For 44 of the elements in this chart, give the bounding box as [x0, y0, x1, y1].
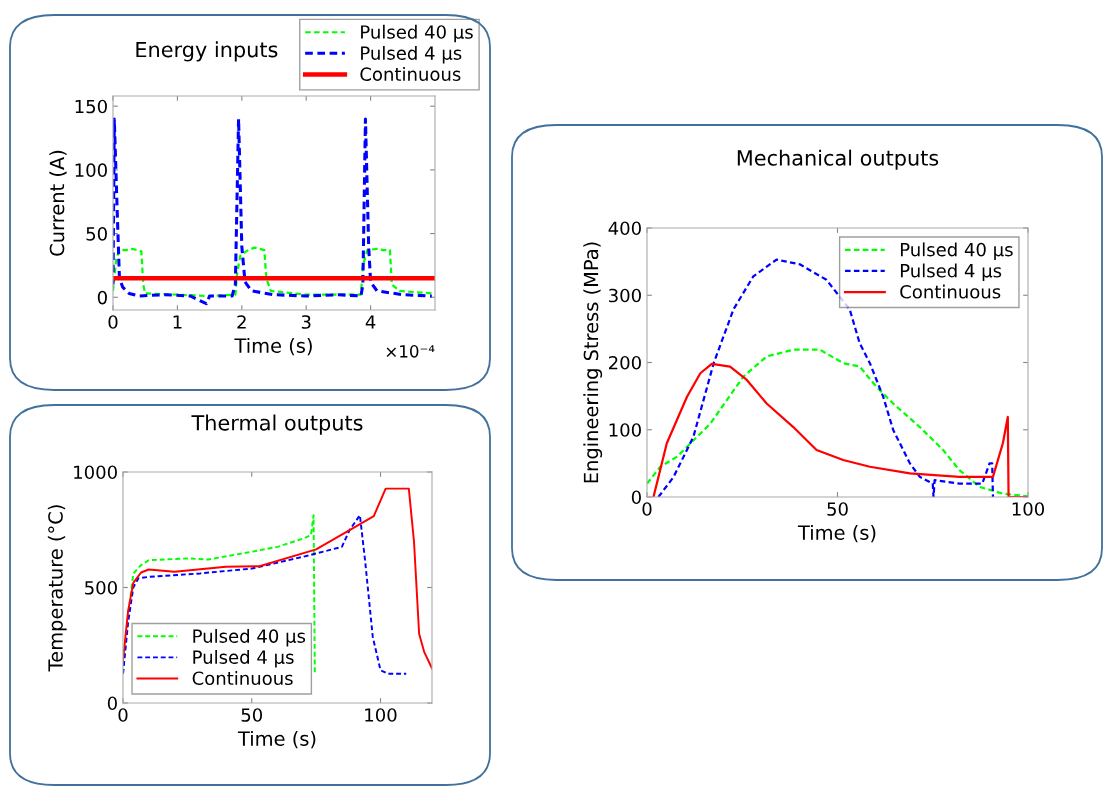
x-tick-label: 100 — [1012, 502, 1045, 516]
legend-label: Pulsed 4 μs — [900, 263, 1002, 281]
x-tick-label: 50 — [241, 708, 263, 722]
x-axis-title: Time (s) — [234, 337, 312, 356]
y-axis-title: Temperature (°C) — [47, 505, 67, 672]
legend-label: Pulsed 40 μs — [361, 24, 473, 43]
y-axis-title: Current (A) — [49, 150, 67, 256]
x-axis-title: Time (s) — [797, 524, 876, 543]
x-tick-label: 4 — [365, 315, 376, 329]
chart-title: Energy inputs — [136, 41, 278, 62]
chart-title: Thermal outputs — [191, 414, 363, 435]
x-tick-label: 3 — [301, 315, 311, 329]
line-series — [123, 487, 432, 670]
y-tick-label: 1000 — [74, 465, 117, 480]
y-tick-label: 0 — [107, 696, 117, 711]
y-tick-label: 500 — [85, 580, 117, 595]
y-tick-label: 400 — [608, 221, 641, 236]
y-tick-label: 0 — [97, 290, 107, 305]
legend-label: Continuous — [192, 671, 293, 686]
line-series — [113, 117, 434, 306]
x-tick-label: 50 — [827, 502, 848, 516]
x-tick-label: 1 — [173, 315, 182, 329]
legend-label: Pulsed 4 μs — [361, 45, 462, 64]
y-tick-label: 100 — [609, 423, 641, 437]
legend-label: Continuous — [360, 67, 461, 81]
x-tick-label: 0 — [118, 708, 128, 722]
x-axis-title: Time (s) — [237, 730, 316, 749]
y-tick-label: 50 — [86, 227, 107, 241]
legend-label: Pulsed 40 μs — [193, 628, 306, 647]
y-axis-title: Engineering Stress (MPa) — [583, 242, 603, 483]
legend-label: Continuous — [900, 284, 1001, 299]
legend-label: Pulsed 4 μs — [193, 650, 294, 668]
y-tick-label: 150 — [75, 99, 107, 114]
line-series — [113, 246, 433, 298]
x-tick-label: 100 — [365, 708, 397, 722]
y-tick-label: 200 — [609, 355, 641, 370]
chart-title: Mechanical outputs — [737, 149, 939, 170]
y-tick-label: 0 — [631, 490, 641, 505]
text: ×10⁻⁴ — [386, 345, 435, 358]
legend-label: Pulsed 40 μs — [900, 242, 1013, 260]
x-tick-label: 0 — [642, 502, 652, 516]
x-tick-label: 2 — [237, 315, 246, 329]
y-tick-label: 100 — [75, 163, 107, 177]
y-tick-label: 300 — [609, 288, 641, 303]
